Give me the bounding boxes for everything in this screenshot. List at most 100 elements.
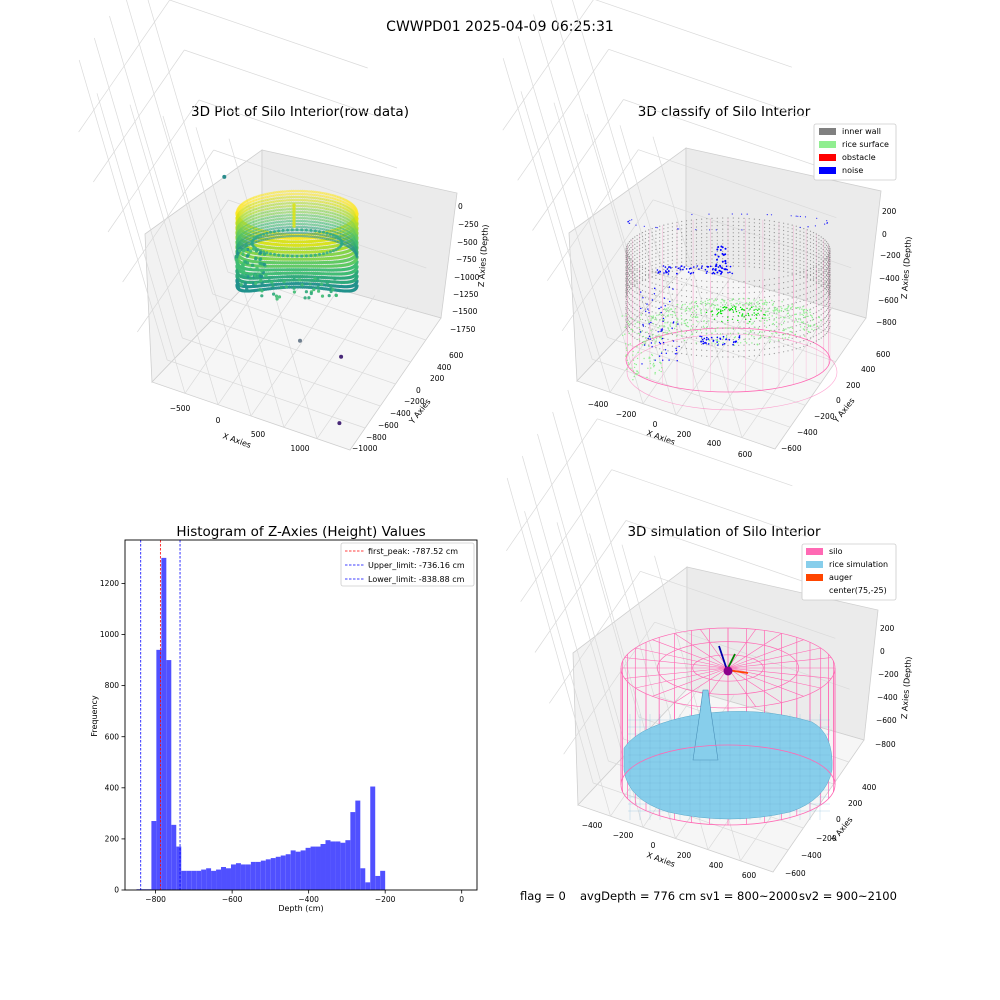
histogram-bar [221, 867, 226, 890]
panel4-z-ticks: 200 0 −200 −400 −600 −800 [875, 624, 899, 749]
panel3-title: Histogram of Z-Axies (Height) Values [176, 524, 425, 540]
rice-spike [692, 689, 719, 761]
panel1-y-tick: −400 [390, 409, 411, 418]
histogram-bar [211, 870, 217, 890]
y-tick-label: 800 [105, 681, 120, 690]
histogram-bar [320, 844, 326, 890]
histogram-bar [206, 868, 212, 890]
legend-label-silo: silo [829, 547, 843, 556]
outlier-point [337, 421, 342, 426]
panel2-y-tick: 400 [861, 365, 876, 374]
y-tick-label: 200 [105, 835, 120, 844]
histogram-bar [176, 846, 182, 890]
histogram-bar [196, 870, 202, 890]
histogram-bar [290, 850, 296, 890]
panel2-x-tick: 600 [738, 450, 753, 459]
panel4-y-tick: 400 [862, 783, 877, 792]
panel1-x-ticks: −500 0 500 1000 [170, 404, 310, 453]
panel1-x-tick: −500 [170, 404, 191, 413]
x-tick-label: −400 [298, 895, 319, 904]
panel4-y-tick: −400 [801, 851, 822, 860]
legend-label-noise: noise [842, 166, 863, 175]
status-avg-depth: avgDepth = 776 cm [580, 889, 696, 903]
panel1-y-tick: −1000 [352, 444, 378, 453]
histogram-bar [335, 841, 341, 890]
panel1-xlabel: X Axies [221, 431, 252, 450]
legend-label-first-peak: first_peak: -787.52 cm [368, 547, 458, 556]
histogram-bar [270, 858, 276, 890]
histogram-bar [161, 557, 167, 890]
panel1-z-tick: −1000 [454, 273, 480, 282]
legend-swatch-auger [806, 574, 823, 581]
legend-swatch-inner-wall [819, 128, 836, 135]
y-tick-label: 600 [105, 732, 120, 741]
panel2-x-tick: 0 [653, 420, 658, 429]
panel1-z-tick: −750 [456, 255, 477, 264]
x-tick-label: −200 [375, 895, 396, 904]
histogram-bar [181, 870, 187, 890]
panel-histogram: Histogram of Z-Axies (Height) Values −80… [90, 524, 478, 913]
panel4-ylabel: Y Axies [829, 815, 855, 844]
panel1-y-tick: 600 [449, 351, 464, 360]
panel2-z-tick: −200 [880, 251, 901, 260]
legend-swatch-noise [819, 167, 836, 174]
outlier-point [222, 174, 227, 179]
histogram-bar [166, 660, 172, 890]
auger-center [723, 666, 733, 676]
panel4-y-tick: −200 [816, 834, 837, 843]
panel4-zlabel: Z Axies (Depth) [900, 656, 913, 719]
legend-swatch-rice-surface [819, 141, 836, 148]
histogram-bar [186, 870, 192, 890]
panel4-z-tick: 200 [880, 624, 895, 633]
panel1-y-tick: 0 [416, 386, 421, 395]
panel2-legend: inner wall rice surface obstacle noise [813, 123, 897, 181]
histogram-bar [360, 868, 366, 890]
status-sv1: sv1 = 800~2000 [700, 889, 798, 903]
histogram-bar [325, 840, 331, 890]
panel1-point-cloud [234, 189, 359, 301]
panel1-title: 3D Plot of Silo Interior(row data) [191, 104, 409, 120]
panel4-title: 3D simulation of Silo Interior [627, 524, 821, 540]
legend-swatch-rice-simulation [806, 561, 823, 568]
panel4-z-tick: 0 [880, 647, 885, 656]
x-tick-label: −600 [222, 895, 243, 904]
legend-label-rice-simulation: rice simulation [829, 560, 888, 569]
panel-classify: 3D classify of Silo Interior −400 −200 0… [502, 0, 913, 459]
status-flag: flag = 0 [520, 889, 566, 903]
histogram-bar [230, 864, 236, 890]
y-tick-label: 1000 [100, 630, 119, 639]
histogram-bar [350, 812, 356, 890]
rice-surface [623, 711, 833, 820]
histogram-bar [285, 854, 291, 890]
panel3-y-ticks: 0 200 400 600 800 1000 1200 [100, 579, 125, 895]
histogram-bar [310, 846, 316, 890]
panel1-z-tick: −500 [457, 238, 478, 247]
histogram-bar [240, 864, 246, 890]
panel1-z-tick: −1750 [450, 325, 476, 334]
panel2-x-tick: 400 [707, 439, 722, 448]
panel2-title: 3D classify of Silo Interior [638, 104, 811, 120]
histogram-bar [216, 869, 222, 890]
panel2-y-tick: −400 [797, 428, 818, 437]
y-tick-label: 1200 [100, 579, 119, 588]
panel3-x-ticks: −800 −600 −400 −200 0 [145, 890, 464, 904]
panel4-x-tick: 400 [709, 861, 724, 870]
panel1-z-tick: 0 [458, 202, 463, 211]
panel4-x-tick: 0 [651, 841, 656, 850]
panel1-z-tick: −250 [458, 220, 479, 229]
panel4-x-ticks: −400 −200 0 200 400 600 [582, 821, 757, 880]
histogram-bar [365, 882, 371, 890]
panel2-y-tick: 0 [836, 396, 841, 405]
panel4-xlabel: X Axies [645, 850, 676, 869]
y-tick-label: 0 [114, 886, 119, 895]
status-sv2: sv2 = 900~2100 [799, 889, 897, 903]
panel4-x-tick: −200 [613, 831, 634, 840]
histogram-bar [201, 869, 207, 890]
panel4-z-tick: −200 [878, 670, 899, 679]
panel-raw-data: 3D Plot of Silo Interior(row data) −500 … [78, 0, 490, 453]
x-tick-label: 0 [459, 895, 464, 904]
histogram-bar [226, 868, 231, 890]
panel4-x-tick: −400 [582, 821, 603, 830]
panel2-x-ticks: −400 −200 0 200 400 600 [588, 400, 753, 459]
histogram-bar [245, 864, 251, 890]
